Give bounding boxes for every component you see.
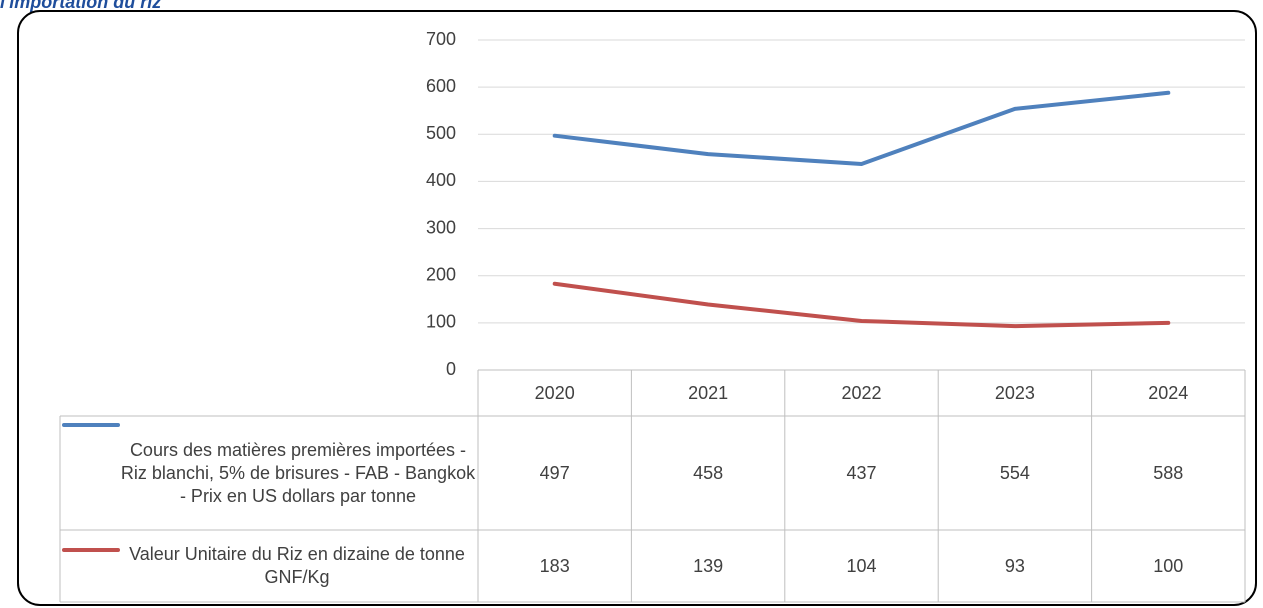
table-value: 588 — [1153, 463, 1183, 483]
x-tick-label: 2023 — [995, 383, 1035, 403]
y-tick-label: 500 — [426, 123, 456, 143]
chart-border — [17, 10, 1257, 606]
y-tick-label: 400 — [426, 170, 456, 190]
table-value: 554 — [1000, 463, 1030, 483]
table-value: 104 — [846, 556, 876, 576]
y-tick-label: 0 — [446, 359, 456, 379]
series-line — [552, 90, 1171, 166]
chart-title: l'importation du riz — [0, 0, 162, 12]
table-value: 497 — [540, 463, 570, 483]
table-value: 183 — [540, 556, 570, 576]
y-tick-label: 600 — [426, 76, 456, 96]
y-tick-label: 200 — [426, 264, 456, 284]
legend-label: Valeur Unitaire du Riz en dizaine de ton… — [129, 544, 465, 587]
x-tick-label: 2020 — [535, 383, 575, 403]
table-value: 139 — [693, 556, 723, 576]
series-line — [552, 281, 1171, 329]
x-tick-label: 2022 — [841, 383, 881, 403]
table-value: 437 — [846, 463, 876, 483]
y-tick-label: 100 — [426, 312, 456, 332]
x-tick-label: 2021 — [688, 383, 728, 403]
y-tick-label: 300 — [426, 217, 456, 237]
table-value: 93 — [1005, 556, 1025, 576]
x-tick-label: 2024 — [1148, 383, 1188, 403]
y-tick-label: 700 — [426, 29, 456, 49]
legend-label: Cours des matières premières importées -… — [120, 439, 476, 506]
table-value: 458 — [693, 463, 723, 483]
table-value: 100 — [1153, 556, 1183, 576]
